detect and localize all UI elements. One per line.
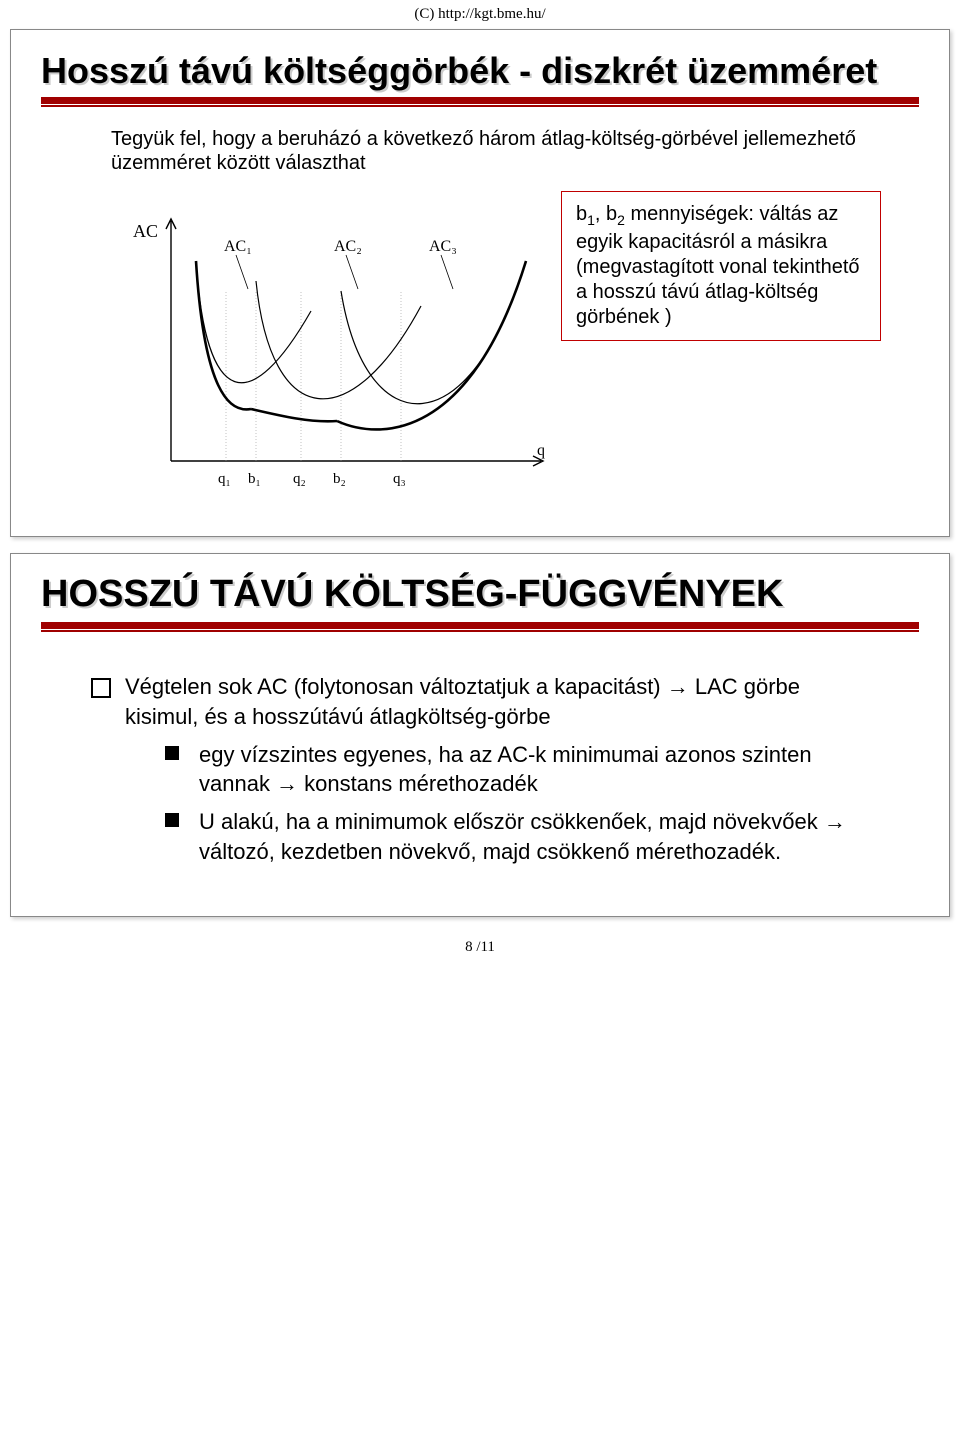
bullet-1a: egy vízszintes egyenes, ha az AC-k minim… xyxy=(165,740,879,799)
page-footer: 8 /11 xyxy=(0,933,960,966)
svg-text:AC₂: AC₂ xyxy=(334,238,362,255)
slide1-intro: Tegyük fel, hogy a beruházó a következő … xyxy=(111,127,919,175)
title-rule xyxy=(41,97,919,107)
page-number: 8 /11 xyxy=(465,939,495,955)
bullet-1b: U alakú, ha a minimumok először csökkenő… xyxy=(165,807,879,866)
svg-text:q: q xyxy=(537,442,545,459)
slide-1: Hosszú távú költséggörbék - diszkrét üze… xyxy=(10,29,950,537)
slide1-title: Hosszú távú költséggörbék - diszkrét üze… xyxy=(41,50,919,91)
svg-text:b₂: b₂ xyxy=(333,471,346,487)
chart-note: b1, b2 mennyiségek: váltás az egyik kapa… xyxy=(561,191,881,341)
copyright-text: (C) http://kgt.bme.hu/ xyxy=(414,6,545,22)
cost-curves-chart: AC q AC₁ AC₂ AC₃ q₁ b₁ q₂ b₂ q₃ xyxy=(111,191,551,506)
title-rule-2 xyxy=(41,622,919,632)
page-header: (C) http://kgt.bme.hu/ xyxy=(0,0,960,25)
bullet-1-text: Végtelen sok AC (folytonosan változtatju… xyxy=(125,674,800,729)
chart-row: AC q AC₁ AC₂ AC₃ q₁ b₁ q₂ b₂ q₃ b1, b2 mennyisége… xyxy=(111,191,919,506)
slide1-body: Tegyük fel, hogy a beruházó a következő … xyxy=(41,127,919,506)
slide2-bullets: Végtelen sok AC (folytonosan változtatju… xyxy=(41,652,919,886)
svg-text:q₁: q₁ xyxy=(218,471,231,487)
svg-text:AC₃: AC₃ xyxy=(429,238,457,255)
svg-text:AC: AC xyxy=(133,221,158,241)
bullet-1: Végtelen sok AC (folytonosan változtatju… xyxy=(91,672,879,866)
slide-2: HOSSZÚ TÁVÚ KÖLTSÉG-FÜGGVÉNYEK Végtelen … xyxy=(10,553,950,917)
bullet-1b-text: U alakú, ha a minimumok először csökkenő… xyxy=(199,809,846,864)
svg-text:b₁: b₁ xyxy=(248,471,261,487)
svg-text:AC₁: AC₁ xyxy=(224,238,252,255)
svg-text:q₃: q₃ xyxy=(393,471,406,487)
bullet-1a-text: egy vízszintes egyenes, ha az AC-k minim… xyxy=(199,742,812,797)
svg-text:q₂: q₂ xyxy=(293,471,306,487)
slide2-title: HOSSZÚ TÁVÚ KÖLTSÉG-FÜGGVÉNYEK xyxy=(41,574,919,616)
